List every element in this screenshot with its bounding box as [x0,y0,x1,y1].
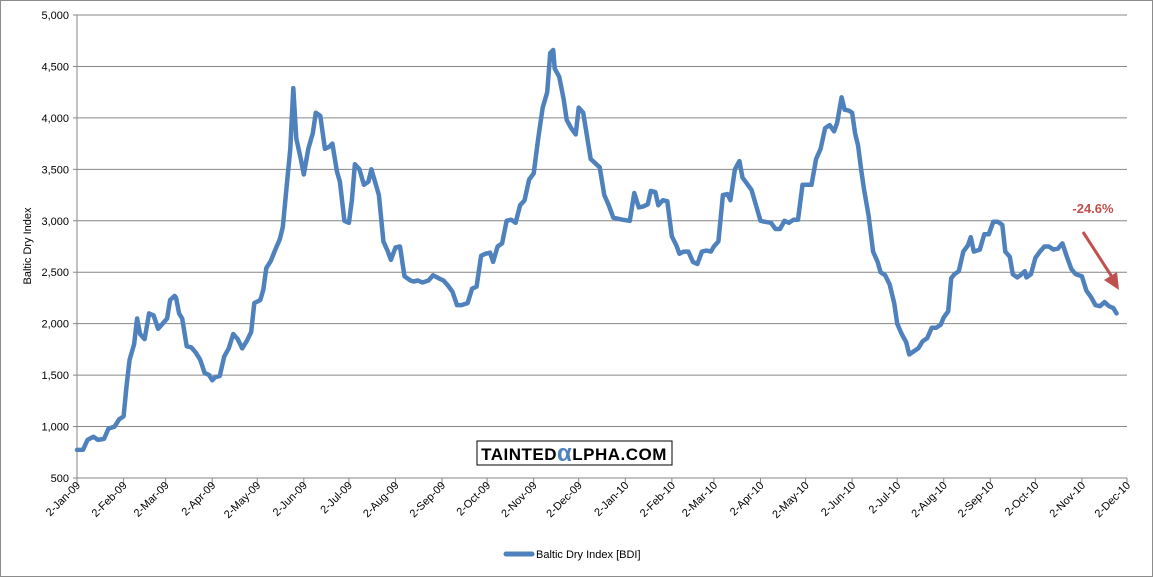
x-tick-label: 2-Jan-09 [44,480,83,519]
y-axis-title: Baltic Dry Index [22,207,34,285]
x-tick-label: 2-Apr-09 [180,480,219,519]
x-tick-label: 2-Feb-10 [638,480,678,520]
watermark-text-part1: TAINTED [481,445,557,464]
y-tick-label: 5,000 [41,10,69,22]
x-tick-label: 2-Feb-09 [90,480,130,520]
x-tick-label: 2-Jul-09 [318,480,355,517]
series-line-bdi [74,47,1119,453]
gridlines [73,14,1127,479]
annotation-arrowhead [1104,272,1119,290]
y-tick-label: 4,500 [41,61,69,73]
x-tick-label: 2-Jul-10 [867,480,904,517]
x-tick-label: 2-Nov-10 [1048,480,1088,520]
x-tick-label: 2-Aug-09 [361,480,401,520]
legend-label: Baltic Dry Index [BDI] [536,549,641,561]
y-tick-label: 500 [51,473,69,485]
x-tick-label: 2-May-09 [222,480,263,521]
watermark-text-part2: LPHA.COM [572,445,667,464]
y-tick-label: 3,000 [41,216,69,228]
axis-lines [76,15,1128,483]
x-tick-label: 2-Sep-09 [408,480,448,520]
x-tick-label: 2-Jun-09 [271,480,310,519]
x-tick-label: 2-Dec-09 [544,480,584,520]
x-tick-label: 2-Oct-10 [1003,480,1042,519]
x-tick-label: 2-May-10 [770,480,811,521]
x-tick-label: 2-Sep-10 [956,480,996,520]
annotation: -24.6% [1072,201,1119,290]
x-tick-label: 2-Mar-09 [132,480,172,520]
y-tick-label: 2,500 [41,267,69,279]
x-tick-label: 2-Nov-09 [499,480,539,520]
series-layer [74,47,1119,453]
svg-text:TAINTEDαLPHA.COM: TAINTEDαLPHA.COM [481,440,667,467]
y-tick-label: 1,000 [41,422,69,434]
y-tick-label: 3,500 [41,164,69,176]
x-tick-label: 2-Jun-10 [819,480,858,519]
x-tick-label: 2-Oct-09 [454,480,493,519]
watermark-alpha-symbol: α [557,440,572,467]
x-tick-label: 2-Mar-10 [680,480,720,520]
y-tick-labels: 500 1,000 1,500 2,000 2,500 3,000 3,500 4,000 4,… [41,10,69,485]
y-tick-label: 2,000 [41,319,69,331]
x-tick-labels: 2-Jan-09 2-Feb-09 2-Mar-09 2-Apr-09 2-May-09… [44,480,1133,521]
legend: Baltic Dry Index [BDI] [503,549,641,561]
y-tick-label: 1,500 [41,370,69,382]
x-tick-label: 2-Jan-10 [592,480,631,519]
x-tick-label: 2-Aug-10 [909,480,949,520]
annotation-label: -24.6% [1072,201,1114,216]
x-tick-label: 2-Dec-10 [1093,480,1133,520]
x-tick-label: 2-Apr-10 [728,480,767,519]
watermark: TAINTEDαLPHA.COM [476,440,673,467]
y-tick-label: 4,000 [41,113,69,125]
annotation-arrow [1081,231,1116,281]
